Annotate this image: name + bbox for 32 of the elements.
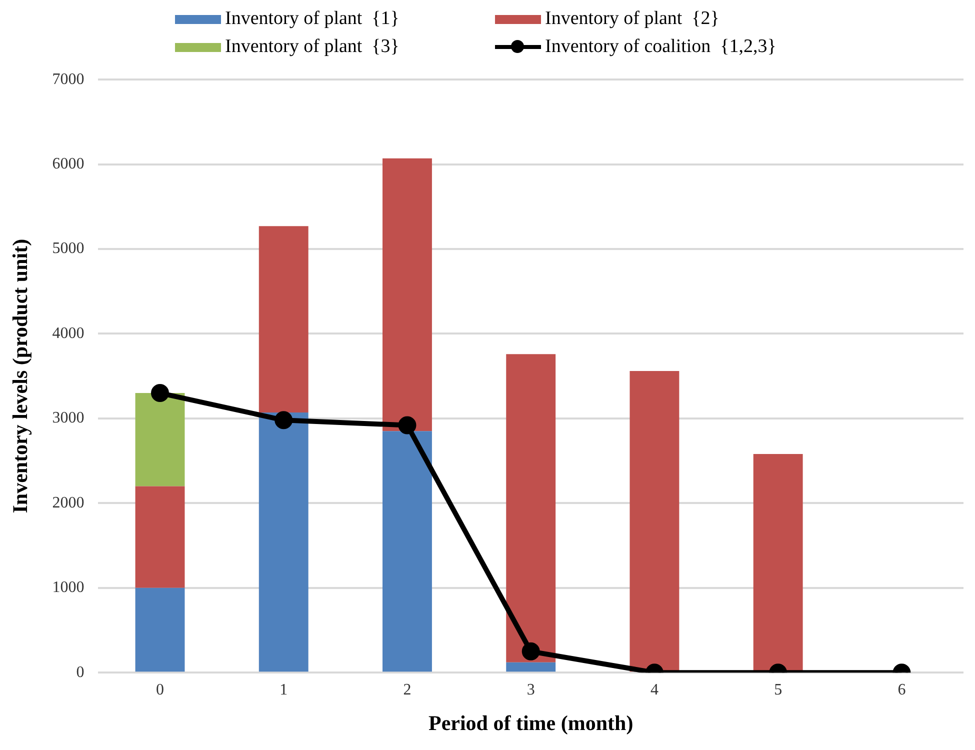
x-tick-label: 5 xyxy=(774,681,782,698)
bar xyxy=(382,158,432,432)
y-tick-label: 0 xyxy=(76,664,84,681)
legend-label: Inventory of plant {2} xyxy=(545,8,720,30)
x-tick-label: 2 xyxy=(403,681,412,698)
bar xyxy=(135,486,185,588)
bar xyxy=(506,354,556,662)
bar xyxy=(753,454,803,672)
bar xyxy=(630,371,680,672)
x-tick-label: 6 xyxy=(898,681,906,698)
bar xyxy=(258,412,308,672)
y-tick-label: 3000 xyxy=(52,410,84,427)
x-axis-title: Period of time (month) xyxy=(428,710,634,735)
legend-label: Inventory of plant {1} xyxy=(225,8,400,30)
legend-label: Inventory of coalition {1,2,3} xyxy=(545,36,776,58)
bar xyxy=(258,226,308,413)
y-tick-label: 7000 xyxy=(52,70,84,88)
y-tick-label: 1000 xyxy=(52,579,84,596)
bar xyxy=(135,588,185,672)
x-tick-label: 1 xyxy=(280,681,288,698)
y-tick-label: 5000 xyxy=(52,240,84,258)
legend-label: Inventory of plant {3} xyxy=(225,36,400,58)
x-tick-label: 4 xyxy=(650,681,658,698)
bar xyxy=(506,662,556,672)
y-tick-label: 4000 xyxy=(52,324,84,342)
bar xyxy=(135,393,185,486)
y-axis-title: Inventory levels (product unit) xyxy=(8,238,32,514)
bar xyxy=(382,431,432,672)
x-tick-label: 3 xyxy=(526,681,535,698)
y-tick-label: 2000 xyxy=(52,494,84,512)
x-tick-label: 0 xyxy=(156,681,164,698)
y-tick-label: 6000 xyxy=(52,156,84,173)
